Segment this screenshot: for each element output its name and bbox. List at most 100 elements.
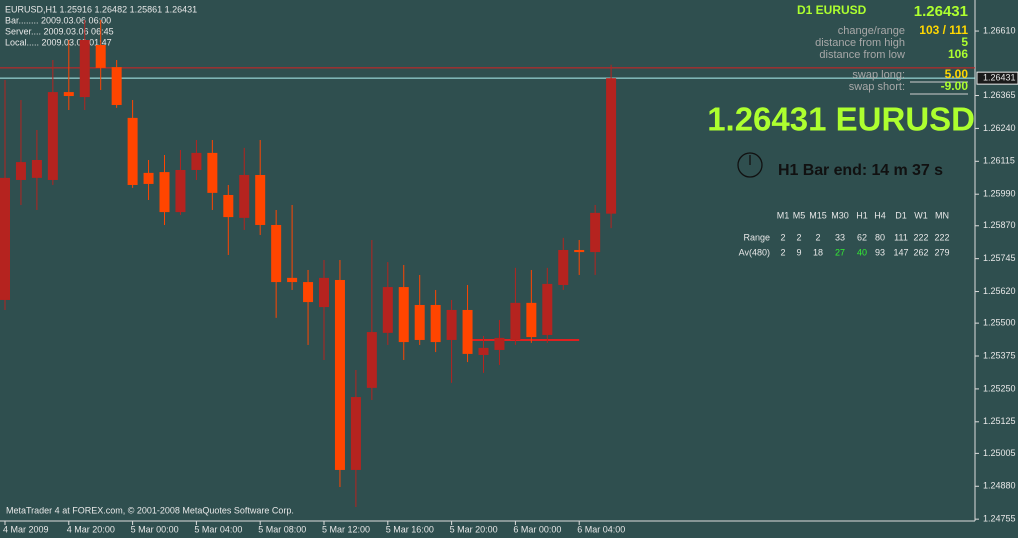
- candle-body: [239, 174, 250, 218]
- candle-body: [143, 172, 154, 184]
- candle-body: [334, 279, 345, 470]
- candle-body: [223, 194, 234, 218]
- y-tick-label: 1.24755: [983, 514, 1016, 524]
- y-tick-label: 1.25990: [983, 189, 1016, 199]
- table-cell: 2: [780, 247, 785, 257]
- table-header: H1: [856, 210, 868, 220]
- candle-body: [414, 304, 425, 340]
- y-tick-label: 1.26365: [983, 90, 1016, 100]
- x-tick-label: 5 Mar 04:00: [194, 524, 242, 534]
- table-header: MN: [935, 210, 949, 220]
- y-tick-label: 1.26115: [983, 156, 1015, 166]
- panel-value: 5: [961, 35, 968, 49]
- x-tick-label: 6 Mar 00:00: [513, 524, 561, 534]
- candle-body: [287, 277, 298, 283]
- candle-body: [462, 309, 473, 354]
- x-tick-label: 4 Mar 20:00: [67, 524, 115, 534]
- panel-title: D1 EURUSD: [797, 3, 867, 17]
- y-tick-label: 1.25005: [983, 448, 1016, 458]
- x-tick-label: 5 Mar 12:00: [322, 524, 370, 534]
- table-cell: 40: [857, 247, 867, 257]
- table-cell: 222: [934, 232, 949, 242]
- table-header: M5: [793, 210, 806, 220]
- table-cell: 2: [796, 232, 801, 242]
- candle-body: [31, 159, 42, 178]
- x-tick-label: 5 Mar 16:00: [386, 524, 434, 534]
- candle-body: [79, 39, 90, 98]
- x-tick-label: 4 Mar 2009: [3, 524, 49, 534]
- table-cell: 111: [894, 232, 908, 242]
- header-line: Local..... 2009.03.06 01:47: [5, 37, 112, 47]
- candle-body: [590, 212, 601, 253]
- candle-body: [255, 174, 266, 225]
- table-cell: 2: [780, 232, 785, 242]
- candle-body: [526, 302, 537, 338]
- candle-body: [366, 332, 377, 388]
- candle-body: [494, 337, 505, 350]
- candle-body: [159, 172, 170, 213]
- table-cell: 33: [835, 232, 845, 242]
- table-cell: 93: [875, 247, 885, 257]
- table-row-label: Av(480): [739, 247, 770, 257]
- panel-value: 5.00: [945, 67, 969, 81]
- big-price-label: 1.26431 EURUSD: [707, 101, 975, 138]
- table-header: M1: [777, 210, 790, 220]
- y-tick-label: 1.24880: [983, 481, 1016, 491]
- bar-timer: H1 Bar end: 14 m 37 s: [778, 162, 943, 179]
- candle-body: [382, 287, 393, 333]
- candle-body: [63, 92, 74, 97]
- price-box: [976, 71, 1018, 85]
- table-header: M30: [831, 210, 849, 220]
- x-tick-label: 5 Mar 08:00: [258, 524, 306, 534]
- candle-body: [350, 397, 361, 470]
- table-cell: 279: [934, 247, 949, 257]
- candle-body: [542, 283, 553, 335]
- table-cell: 80: [875, 232, 885, 242]
- candle-body: [446, 309, 457, 340]
- panel-label: swap short:: [849, 81, 905, 93]
- y-tick-label: 1.25250: [983, 383, 1016, 393]
- candle-body: [207, 152, 218, 193]
- candle-body: [558, 249, 569, 285]
- table-header: H4: [874, 210, 886, 220]
- panel-price: 1.26431: [914, 3, 968, 20]
- table-cell: 262: [913, 247, 928, 257]
- candle-body: [510, 302, 521, 340]
- candle-body: [574, 249, 585, 253]
- candle-body: [0, 177, 10, 300]
- y-tick-label: 1.25870: [983, 220, 1016, 230]
- candle-body: [191, 152, 202, 170]
- table-cell: 222: [913, 232, 928, 242]
- x-tick-label: 5 Mar 20:00: [450, 524, 498, 534]
- candle-body: [15, 162, 26, 180]
- y-tick-label: 1.25125: [983, 416, 1016, 426]
- x-tick-label: 6 Mar 04:00: [577, 524, 625, 534]
- panel-label: swap long:: [852, 69, 905, 81]
- table-cell: 18: [813, 247, 823, 257]
- panel-label: change/range: [838, 25, 905, 37]
- candle-body: [303, 282, 314, 303]
- panel-label: distance from high: [815, 37, 905, 49]
- table-header: W1: [914, 210, 928, 220]
- table-header: D1: [895, 210, 907, 220]
- header-line: Bar........ 2009.03.06 06:00: [5, 15, 111, 25]
- y-tick-label: 1.26240: [983, 123, 1016, 133]
- y-tick-label: 1.26610: [983, 25, 1016, 35]
- y-tick-label: 1.25745: [983, 253, 1016, 263]
- table-cell: 2: [815, 232, 820, 242]
- candle-body: [95, 44, 106, 68]
- table-cell: 147: [893, 247, 908, 257]
- candle-body: [111, 67, 122, 105]
- panel-value: 106: [948, 47, 968, 61]
- table-row-label: Range: [743, 232, 770, 242]
- clock-icon: [737, 152, 763, 178]
- header-line: EURUSD,H1 1.25916 1.26482 1.25861 1.2643…: [5, 4, 197, 14]
- table-cell: 27: [835, 247, 845, 257]
- table-cell: 9: [796, 247, 801, 257]
- panel-value: 103 / 111: [919, 23, 968, 37]
- footer: MetaTrader 4 at FOREX.com, © 2001-2008 M…: [6, 505, 294, 515]
- price-box-label: 1.26431: [983, 73, 1016, 83]
- candle-body: [271, 224, 282, 283]
- header-line: Server.... 2009.03.06 06:45: [5, 26, 114, 36]
